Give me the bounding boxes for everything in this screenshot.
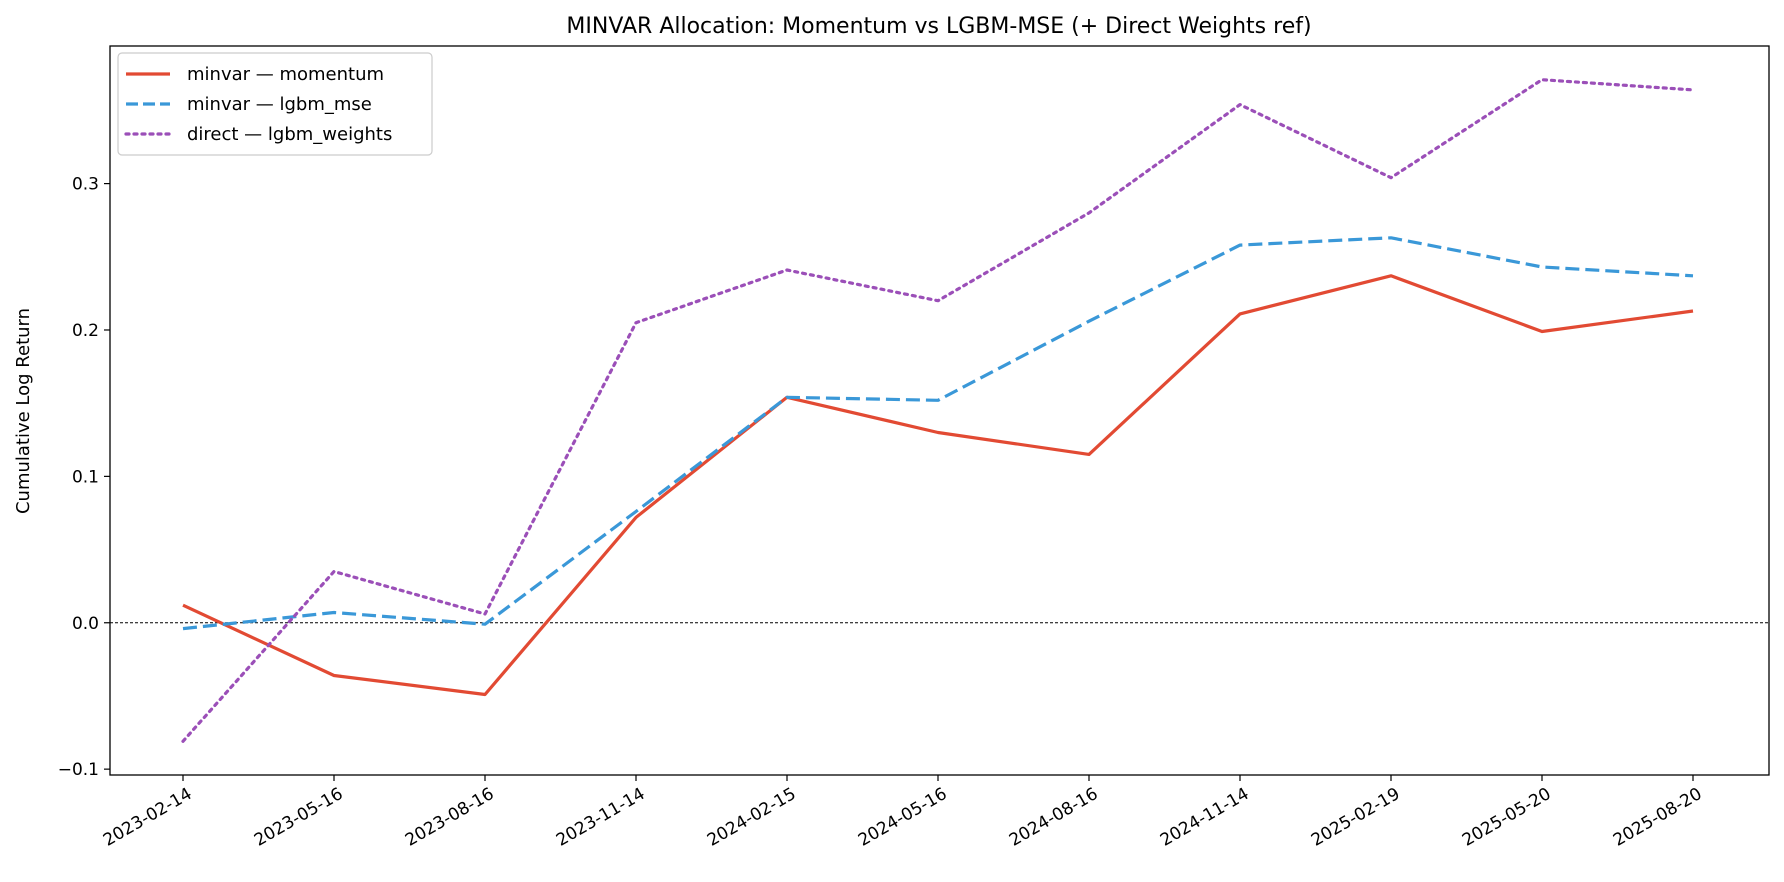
- series-line-1: [182, 274, 1694, 697]
- x-tick-label: 2023-08-16: [402, 784, 498, 851]
- x-tick-label: 2023-02-14: [100, 784, 196, 851]
- y-tick-label: 0.1: [72, 467, 99, 487]
- x-tick-label: 2024-11-14: [1157, 784, 1253, 851]
- x-tick-label: 2025-02-19: [1308, 784, 1404, 851]
- x-tick-label: 2024-02-15: [704, 784, 800, 851]
- legend-label-1: minvar — momentum: [187, 64, 384, 85]
- legend: minvar — momentum minvar — lgbm_msedirect…: [117, 52, 433, 156]
- y-tick-label: 0.3: [72, 175, 99, 195]
- series-line-3: [181, 78, 1695, 743]
- x-tick-label: 2023-05-16: [251, 784, 347, 851]
- plot-area: [110, 78, 1769, 743]
- plot-frame: [109, 45, 1770, 776]
- legend-box: [117, 52, 433, 156]
- chart-title: MINVAR Allocation: Momentum vs LGBM-MSE …: [566, 14, 1311, 39]
- x-tick-label: 2023-11-14: [553, 784, 649, 851]
- legend-label-2: minvar — lgbm_mse: [187, 94, 372, 115]
- y-axis-label: Cumulative Log Return: [13, 308, 34, 514]
- series-line-2: [182, 236, 1694, 631]
- x-tick-label: 2024-08-16: [1006, 784, 1102, 851]
- y-tick-label: 0.0: [72, 614, 99, 634]
- x-tick-label: 2024-05-16: [855, 784, 951, 851]
- legend-label-3: direct — lgbm_weights: [187, 124, 392, 145]
- y-tick-label: 0.2: [72, 321, 99, 341]
- y-tick-label: −0.1: [58, 760, 99, 780]
- x-tick-label: 2025-05-20: [1459, 784, 1555, 851]
- axes: −0.1 0.0 0.1 0.2 0.3 2023-02-14 2023-05-16 2023…: [58, 175, 1706, 851]
- x-tick-label: 2025-08-20: [1610, 784, 1706, 851]
